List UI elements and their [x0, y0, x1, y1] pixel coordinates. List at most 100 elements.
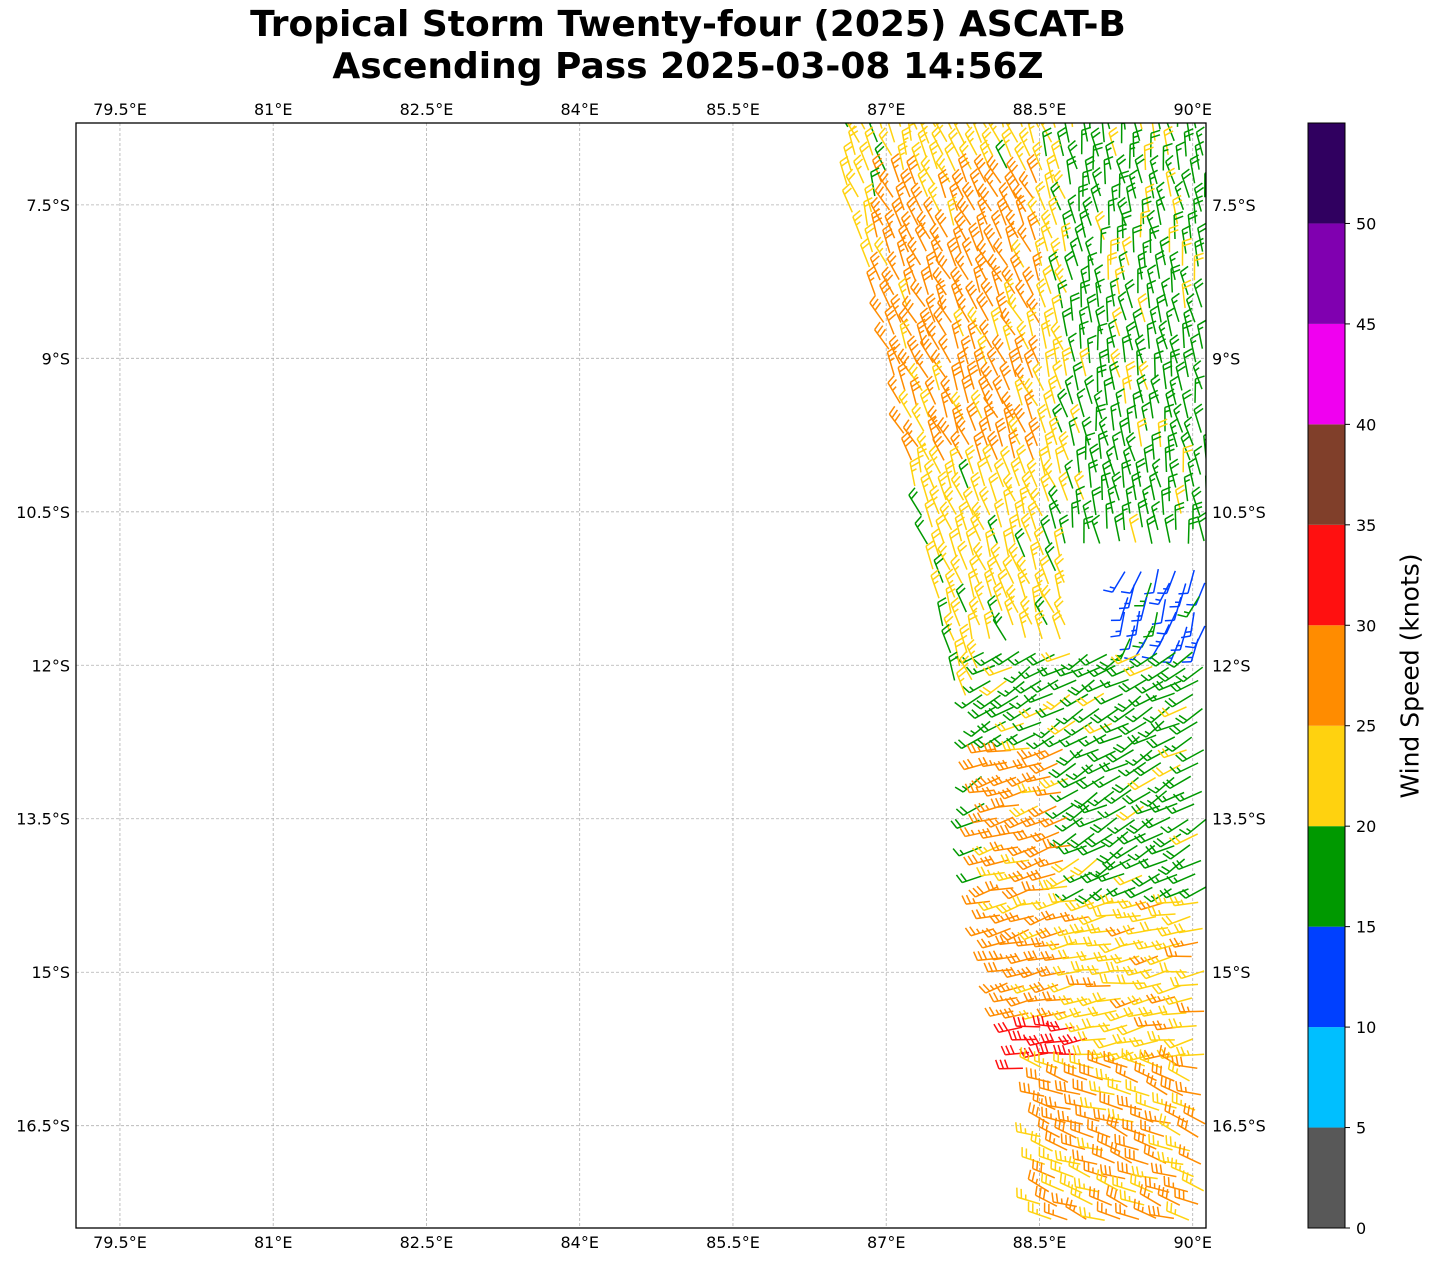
barb-staff: [1037, 900, 1061, 911]
wind-barb: [1005, 222, 1017, 252]
barb-staff: [1105, 762, 1129, 773]
barb-flag: [1150, 129, 1161, 134]
barb-staff: [906, 123, 918, 130]
barb-staff: [1014, 534, 1026, 558]
wind-barb: [991, 650, 1020, 666]
wind-barb: [913, 349, 929, 379]
wind-barb: [1159, 236, 1170, 266]
barb-flag: [1005, 282, 1014, 289]
barb-flag: [926, 544, 936, 552]
barb-flag: [979, 242, 987, 252]
barb-flag: [1104, 894, 1110, 904]
wind-barb: [1103, 571, 1126, 593]
wind-barb: [1146, 264, 1157, 294]
barb-staff: [908, 494, 923, 516]
barb-flag: [1068, 1094, 1072, 1105]
barb-flag: [1101, 472, 1111, 477]
barb-flag: [1148, 389, 1159, 396]
barb-half-flag: [1020, 579, 1026, 584]
wind-barb: [952, 123, 965, 144]
barb-flag: [1048, 195, 1057, 203]
wind-barb: [954, 251, 969, 281]
barb-flag: [1001, 127, 1010, 136]
barb-flag: [999, 103, 1008, 108]
barb-flag: [873, 157, 883, 165]
barb-half-flag: [927, 207, 933, 213]
barb-flag: [864, 223, 874, 230]
wind-barb: [1087, 1006, 1117, 1017]
barb-flag: [969, 168, 978, 176]
wind-barb: [1126, 404, 1137, 434]
barb-flag: [966, 744, 972, 754]
barb-flag: [958, 104, 967, 111]
barb-flag: [995, 139, 1004, 148]
barb-staff: [986, 680, 1007, 696]
barb-half-flag: [1087, 341, 1094, 345]
barb-staff: [1121, 123, 1126, 130]
barb-staff: [1189, 612, 1195, 637]
barb-flag: [907, 236, 915, 246]
wind-barb: [994, 417, 1007, 447]
barb-half-flag: [1020, 808, 1025, 814]
barb-flag: [1018, 170, 1026, 180]
barb-half-flag: [1071, 243, 1077, 249]
barb-half-flag: [1181, 272, 1187, 277]
barb-flag: [1016, 896, 1022, 906]
barb-flag: [1169, 229, 1179, 234]
barb-flag: [1008, 177, 1017, 186]
barb-flag: [1035, 236, 1044, 244]
barb-half-flag: [1087, 998, 1092, 1004]
barb-flag: [876, 240, 884, 249]
wind-barb: [1182, 348, 1194, 378]
wind-barb: [866, 265, 877, 296]
barb-flag: [916, 226, 925, 235]
barb-flag: [925, 502, 935, 510]
barb-half-flag: [1136, 353, 1143, 357]
barb-half-flag: [1149, 176, 1156, 180]
barb-half-flag: [1027, 401, 1033, 406]
barb-half-flag: [1079, 326, 1086, 330]
barb-half-flag: [1163, 1023, 1167, 1029]
barb-flag: [848, 125, 858, 133]
wind-barb: [988, 472, 999, 502]
barb-flag: [1149, 602, 1159, 606]
wind-barb: [1127, 844, 1156, 861]
barb-half-flag: [1157, 909, 1162, 916]
wind-barb: [1053, 526, 1064, 556]
barb-flag: [1173, 210, 1184, 216]
wind-barb: [916, 210, 931, 240]
barb-staff: [1016, 1025, 1041, 1028]
barb-half-flag: [1095, 396, 1101, 401]
wind-barb: [1025, 653, 1055, 666]
barb-staff: [1010, 463, 1021, 487]
wind-barb: [1076, 446, 1087, 475]
wind-barb: [1079, 208, 1090, 238]
barb-flag: [1004, 169, 1013, 178]
wind-barb: [1016, 320, 1030, 350]
barb-flag: [1121, 974, 1126, 984]
wind-barb: [907, 236, 922, 266]
barb-flag: [921, 99, 930, 106]
barb-half-flag: [968, 455, 974, 461]
barb-flag: [1032, 251, 1042, 258]
barb-staff: [1046, 1070, 1069, 1083]
barb-staff: [1160, 599, 1167, 623]
barb-staff: [956, 301, 970, 323]
barb-half-flag: [1135, 700, 1140, 705]
barb-flag: [1062, 209, 1072, 216]
barb-half-flag: [920, 138, 926, 143]
barb-flag: [1176, 1002, 1181, 1013]
barb-staff: [961, 243, 973, 267]
barb-flag: [1173, 923, 1180, 933]
barb-half-flag: [1167, 826, 1173, 831]
barb-flag: [1195, 242, 1205, 248]
wind-barb: [997, 680, 1025, 697]
barb-flag: [937, 597, 947, 604]
barb-flag: [842, 183, 851, 191]
barb-flag: [897, 140, 907, 147]
barb-flag: [1076, 1045, 1082, 1055]
barb-half-flag: [1037, 579, 1043, 584]
wind-barb: [1203, 431, 1206, 460]
barb-half-flag: [1071, 505, 1078, 509]
barb-half-flag: [1035, 152, 1041, 157]
